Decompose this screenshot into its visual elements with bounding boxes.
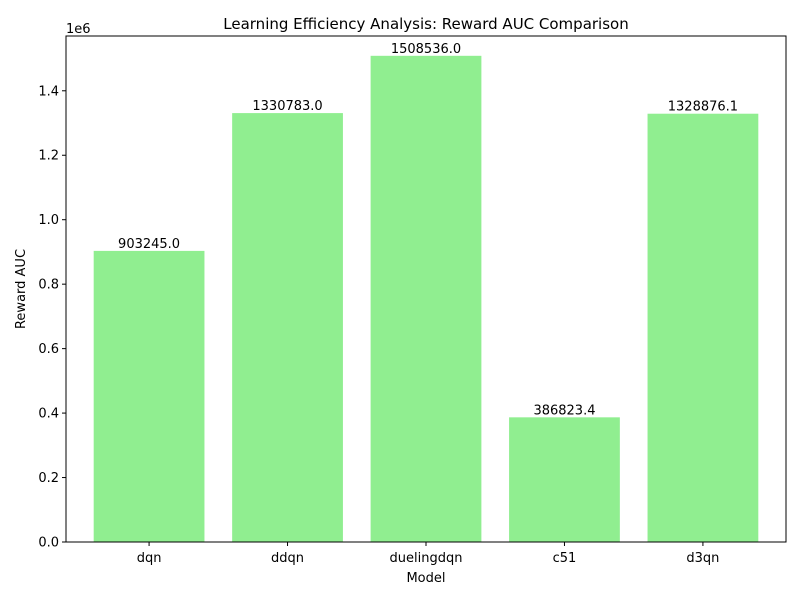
x-tick-label-dqn: dqn	[137, 551, 162, 566]
y-tick-label: 1.0	[38, 213, 59, 228]
bar-duelingdqn	[370, 55, 482, 542]
y-tick-label: 0.6	[38, 342, 59, 357]
bars-group	[93, 55, 759, 542]
bar-c51	[509, 417, 620, 542]
x-axis-ticks: dqn ddqn duelingdqn c51 d3qn	[137, 542, 719, 566]
y-tick-label: 0.8	[38, 278, 59, 293]
value-label-duelingdqn: 1508536.0	[391, 42, 461, 57]
x-tick-label-duelingdqn: duelingdqn	[390, 551, 463, 566]
value-labels-group: 903245.0 1330783.0 1508536.0 386823.4 132887…	[118, 42, 738, 419]
x-tick-label-ddqn: ddqn	[271, 551, 304, 566]
value-label-dqn: 903245.0	[118, 237, 180, 252]
y-tick-label: 0.4	[38, 407, 59, 422]
y-tick-label: 1.4	[38, 84, 59, 99]
plot-frame	[65, 35, 787, 543]
value-label-c51: 386823.4	[533, 403, 595, 418]
y-tick-label: 0.0	[38, 536, 59, 551]
y-tick-label: 1.2	[38, 149, 59, 164]
bar-dqn	[93, 250, 205, 542]
x-axis-label: Model	[406, 571, 445, 586]
value-label-ddqn: 1330783.0	[252, 99, 322, 114]
bar-d3qn	[647, 113, 759, 542]
x-tick-label-c51: c51	[553, 551, 577, 566]
y-axis-ticks: 0.0 0.2 0.4 0.6 0.8 1.0 1.2 1.4	[38, 84, 66, 551]
bar-ddqn	[232, 113, 343, 542]
x-tick-label-d3qn: d3qn	[686, 551, 719, 566]
chart-title: Learning Efficiency Analysis: Reward AUC…	[223, 15, 628, 33]
value-label-d3qn: 1328876.1	[668, 100, 738, 115]
y-tick-label: 0.2	[38, 471, 59, 486]
y-axis-label: Reward AUC	[14, 249, 29, 329]
y-axis-multiplier: 1e6	[66, 22, 91, 37]
